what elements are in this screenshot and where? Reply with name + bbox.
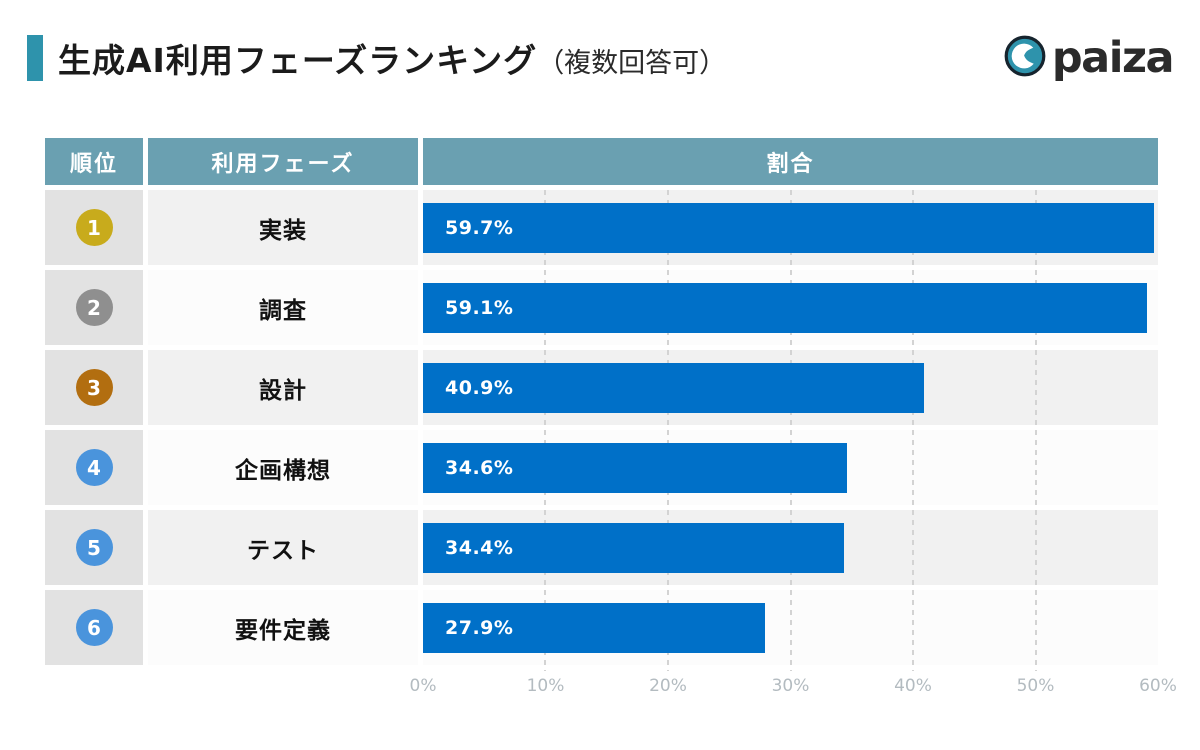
rank-badge: 6	[75, 609, 113, 646]
ratio-cell: 27.9%	[423, 590, 1158, 665]
phase-label: テスト	[148, 510, 418, 585]
rank-cell: 2	[45, 270, 143, 345]
rank-badge: 5	[75, 529, 113, 566]
titlebar: 生成AI利用フェーズランキング （複数回答可） paiza	[27, 32, 1175, 83]
ratio-cell: 34.6%	[423, 430, 1158, 505]
column-header-ratio: 割合	[423, 138, 1158, 185]
paiza-logo-icon	[1003, 34, 1047, 82]
axis-tick-label: 0%	[409, 676, 437, 696]
bar-value-label: 59.7%	[445, 216, 514, 239]
paiza-logo-text: paiza	[1051, 32, 1175, 83]
bar-value-label: 59.1%	[445, 296, 514, 319]
rank-badge: 3	[75, 369, 113, 406]
axis-tick-label: 20%	[649, 676, 687, 696]
phase-label: 調査	[148, 270, 418, 345]
ranking-grid: 順位 利用フェーズ 割合 1 実装 59.7% 2 調査 59.1% 3 設計	[45, 138, 1158, 665]
ratio-cell: 40.9%	[423, 350, 1158, 425]
ranking-table: 順位 利用フェーズ 割合 1 実装 59.7% 2 調査 59.1% 3 設計	[45, 138, 1177, 696]
percentage-bar: 40.9%	[423, 362, 925, 413]
title-accent-bar	[27, 35, 43, 81]
bar-value-label: 40.9%	[445, 376, 514, 399]
column-header-rank: 順位	[45, 138, 143, 185]
percentage-bar: 59.1%	[423, 282, 1147, 333]
percentage-bar: 59.7%	[423, 202, 1155, 253]
bar-value-label: 34.4%	[445, 536, 514, 559]
rank-badge: 2	[75, 289, 113, 326]
ratio-cell: 59.7%	[423, 190, 1158, 265]
paiza-logo: paiza	[1003, 32, 1175, 83]
percentage-bar: 34.4%	[423, 522, 845, 573]
rank-cell: 3	[45, 350, 143, 425]
ratio-cell: 34.4%	[423, 510, 1158, 585]
axis-tick-label: 60%	[1139, 676, 1177, 696]
x-axis: 0% 10% 20% 30% 40% 50% 60%	[410, 676, 1177, 702]
rank-cell: 6	[45, 590, 143, 665]
rank-badge: 1	[75, 209, 113, 246]
page-title-note: （複数回答可）	[537, 48, 727, 79]
bar-value-label: 27.9%	[445, 616, 514, 639]
bar-value-label: 34.6%	[445, 456, 514, 479]
rank-badge: 4	[75, 449, 113, 486]
column-header-phase: 利用フェーズ	[148, 138, 418, 185]
phase-label: 要件定義	[148, 590, 418, 665]
phase-label: 設計	[148, 350, 418, 425]
axis-tick-label: 30%	[771, 676, 810, 696]
page-title-line: 生成AI利用フェーズランキング （複数回答可）	[58, 34, 726, 82]
rank-cell: 5	[45, 510, 143, 585]
ratio-cell: 59.1%	[423, 270, 1158, 345]
axis-tick-label: 10%	[526, 676, 565, 696]
phase-label: 実装	[148, 190, 418, 265]
percentage-bar: 27.9%	[423, 602, 765, 653]
phase-label: 企画構想	[148, 430, 418, 505]
rank-cell: 1	[45, 190, 143, 265]
axis-tick-label: 50%	[1016, 676, 1055, 696]
percentage-bar: 34.6%	[423, 442, 847, 493]
rank-cell: 4	[45, 430, 143, 505]
page-title: 生成AI利用フェーズランキング	[58, 41, 538, 80]
axis-tick-label: 40%	[894, 676, 932, 696]
